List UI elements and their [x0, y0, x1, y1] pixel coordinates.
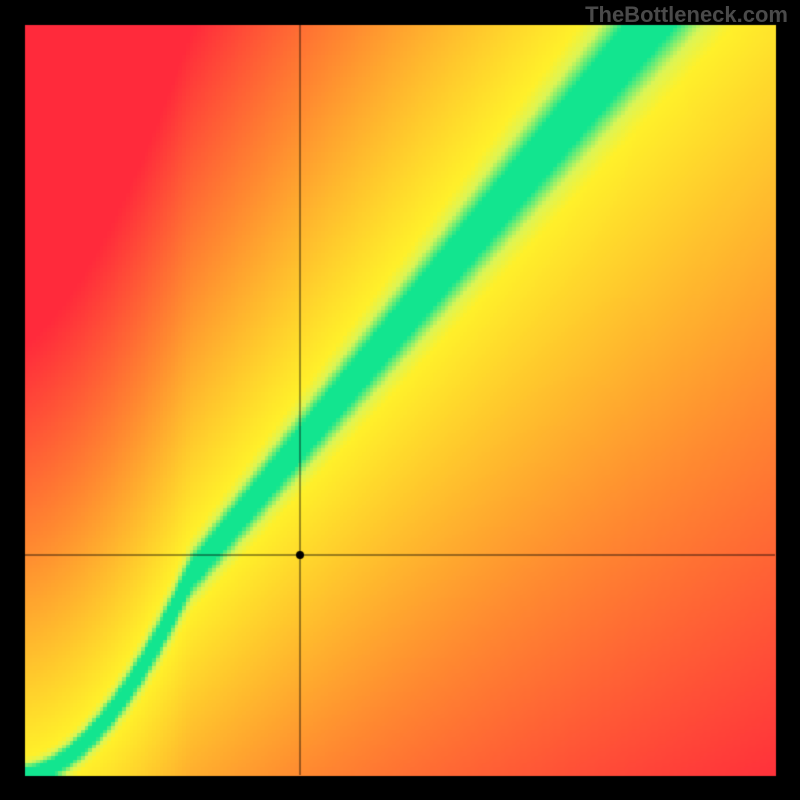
bottleneck-heatmap: TheBottleneck.com	[0, 0, 800, 800]
attribution-label: TheBottleneck.com	[585, 2, 788, 28]
heatmap-canvas	[0, 0, 800, 800]
